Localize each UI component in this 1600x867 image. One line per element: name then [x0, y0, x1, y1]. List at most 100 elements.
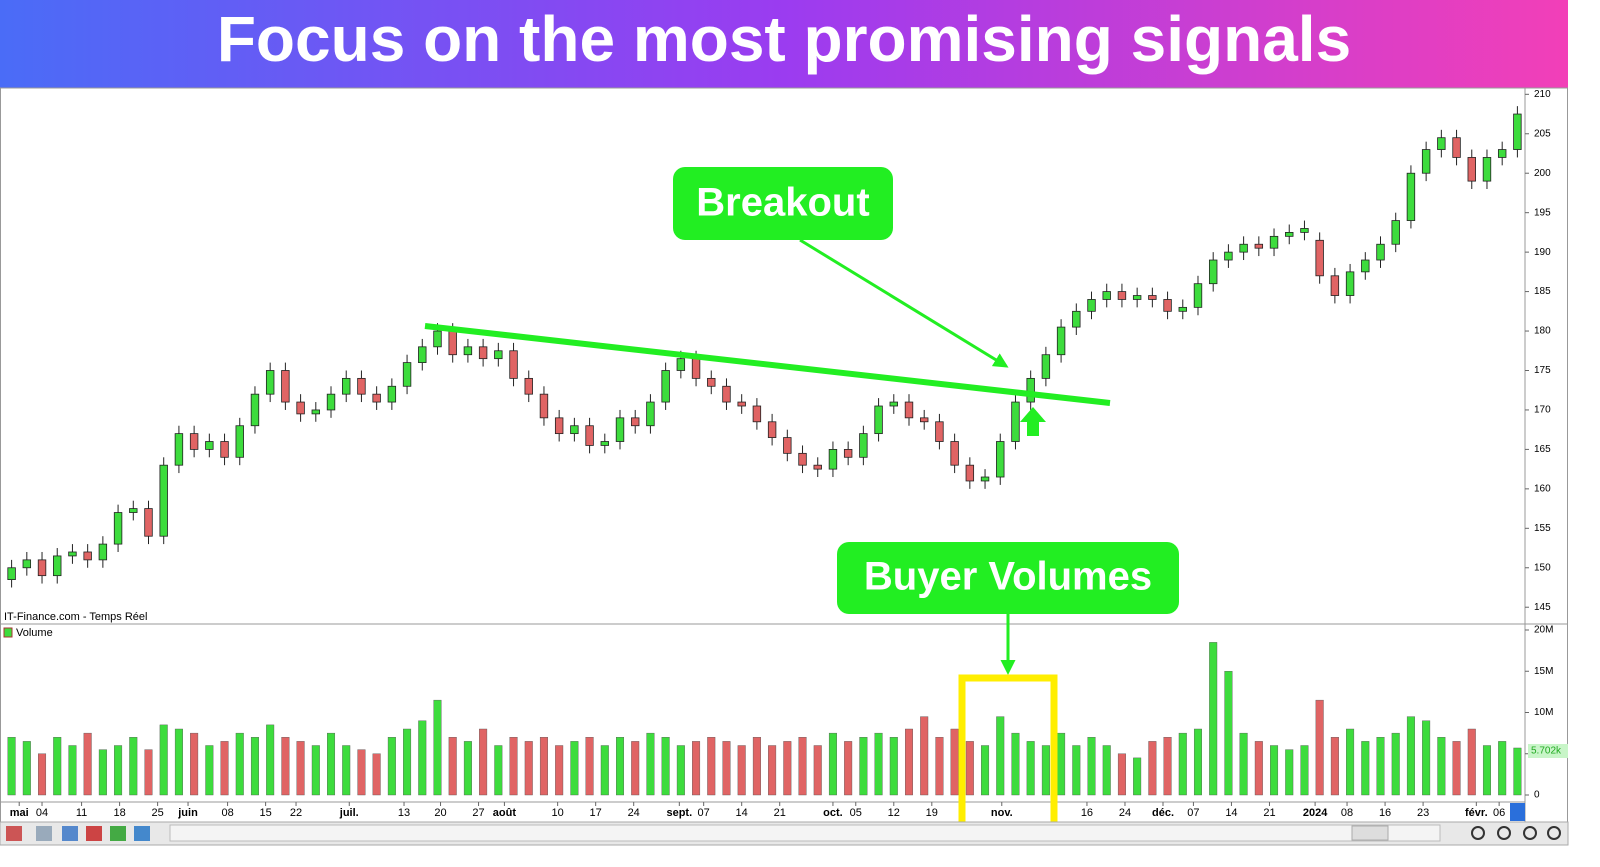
candle-body — [707, 377, 716, 387]
volume-bar — [555, 745, 564, 796]
zoom-icon[interactable] — [1523, 826, 1537, 840]
y-tick-label: 145 — [1534, 602, 1551, 613]
volume-bar — [1133, 757, 1142, 796]
x-tick-label: 27 — [472, 807, 484, 819]
scroll-end-button[interactable] — [1510, 803, 1525, 821]
tool-icon[interactable] — [62, 826, 78, 841]
candle-body — [144, 508, 153, 537]
tool-icon[interactable] — [134, 826, 150, 841]
volume-bar — [1087, 737, 1096, 796]
x-tick-label: 04 — [36, 807, 48, 819]
candle-body — [387, 385, 397, 403]
candle-body — [1239, 243, 1248, 253]
candle-body — [220, 441, 229, 458]
tool-icon[interactable] — [110, 826, 126, 841]
candle-body — [189, 433, 199, 450]
candle-body — [494, 350, 503, 360]
candle-body — [1421, 149, 1431, 174]
candle-body — [1361, 259, 1370, 273]
volume-bar — [205, 745, 214, 796]
tool-icon[interactable] — [86, 826, 102, 841]
volume-bar — [1422, 720, 1431, 796]
scroll-thumb[interactable] — [1351, 825, 1389, 841]
candle-body — [311, 409, 321, 415]
trendline — [424, 323, 1111, 406]
volume-bar — [1102, 745, 1111, 796]
volume-bar — [38, 753, 47, 796]
volume-bar — [1315, 699, 1324, 796]
volume-legend-swatch — [3, 627, 13, 638]
volume-bar — [1285, 749, 1294, 796]
toolbar-icons — [6, 826, 1561, 841]
candle-body — [1178, 306, 1187, 312]
up-arrow — [1020, 407, 1046, 436]
candle-body — [250, 393, 260, 427]
candle-body — [463, 346, 473, 356]
y-tick-label: 170 — [1534, 405, 1551, 416]
x-tick-label: 10 — [552, 807, 564, 819]
tool-icon[interactable] — [36, 826, 52, 841]
candle-body — [1406, 172, 1416, 221]
x-tick-label: sept. — [666, 807, 692, 819]
zoom-icon[interactable] — [1471, 826, 1485, 840]
candle-body — [265, 370, 275, 395]
zoom-icon[interactable] — [1497, 826, 1511, 840]
candle-body — [1330, 275, 1340, 296]
x-tick-label: 19 — [926, 807, 938, 819]
candle-body — [1497, 149, 1507, 158]
volume-bar — [616, 737, 625, 796]
candle-body — [920, 417, 929, 423]
candle-body — [7, 567, 16, 581]
candle-body — [950, 441, 959, 466]
candle-body — [83, 551, 92, 561]
candle-body — [1148, 295, 1157, 300]
title: Focus on the most promising signals — [217, 3, 1351, 75]
volume-bar — [342, 745, 351, 796]
tool-icon[interactable] — [6, 826, 22, 841]
volume-bar — [7, 737, 16, 796]
candle-body — [37, 559, 47, 577]
breakout-box — [673, 167, 893, 240]
volume-bar — [1361, 741, 1370, 796]
volume-bar — [692, 741, 701, 796]
volume-bar — [418, 720, 427, 796]
candle-body — [1391, 220, 1400, 245]
candle-body — [1011, 401, 1020, 442]
x-tick-label: juil. — [339, 807, 359, 819]
candle-body — [1208, 259, 1218, 285]
candle-body — [1345, 271, 1355, 296]
volume-bar — [600, 745, 609, 796]
x-tick-label: 08 — [1341, 807, 1353, 819]
x-tick-label: 14 — [736, 807, 748, 819]
x-tick-label: déc. — [1152, 807, 1174, 819]
volume-bar — [859, 737, 868, 796]
volume-bar — [68, 745, 77, 796]
volume-bar — [357, 749, 366, 796]
volume-bar — [646, 732, 655, 796]
zoom-icon[interactable] — [1547, 826, 1561, 840]
x-tick-label: 12 — [888, 807, 900, 819]
candle-body — [1056, 326, 1066, 356]
volume-bar — [1330, 737, 1339, 796]
volume-bar — [509, 737, 518, 796]
candle-body — [904, 401, 914, 419]
candle-body — [1041, 354, 1051, 379]
scrollbar[interactable] — [169, 824, 1441, 842]
candle-body — [68, 551, 77, 557]
candle-body — [1300, 228, 1309, 233]
volume-bar — [570, 741, 579, 796]
last-volume-label: 5.702k — [1531, 746, 1562, 757]
volume-bar — [752, 737, 761, 796]
candle-body — [1026, 377, 1035, 403]
candle-body — [235, 425, 244, 458]
candle-body — [418, 346, 427, 364]
candle-body — [1285, 232, 1294, 237]
x-tick-label: 22 — [290, 807, 302, 819]
volume-bar — [768, 745, 777, 796]
x-tick-label: 13 — [398, 807, 410, 819]
candle-body — [965, 464, 975, 482]
candle-body — [539, 393, 549, 419]
candle-body — [342, 377, 351, 395]
candle-body — [935, 421, 944, 442]
